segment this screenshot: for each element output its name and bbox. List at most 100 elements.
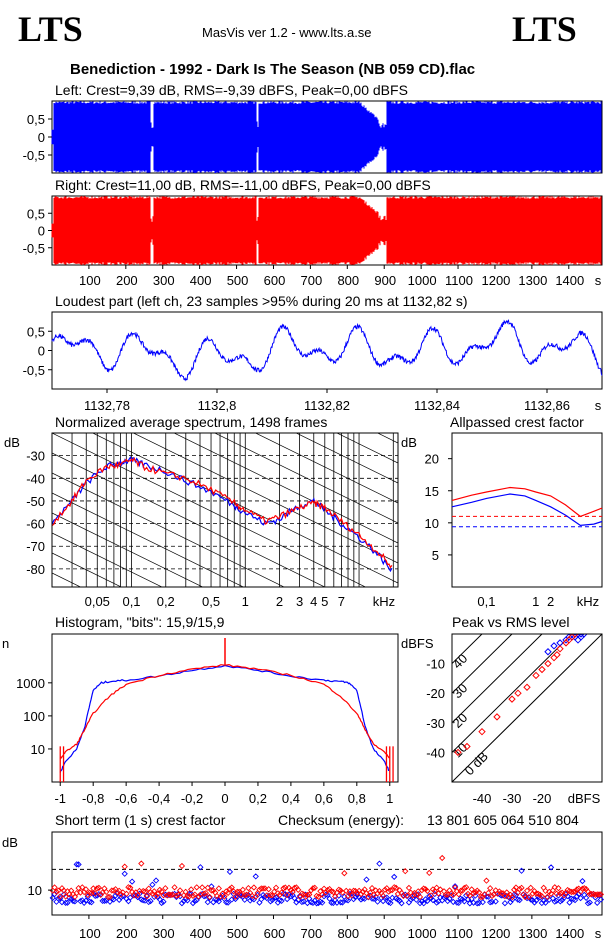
spectrum-slope-line bbox=[295, 433, 398, 484]
peak-vs-rms-point-right bbox=[544, 659, 552, 668]
short-term-crest-points-left bbox=[49, 860, 605, 907]
spectrum-slope-line bbox=[52, 472, 285, 587]
histogram-ytick-label: 10 bbox=[31, 742, 45, 757]
spectrum-slope-line bbox=[52, 433, 367, 587]
short-term-crest-xtick-label: 1400 bbox=[555, 926, 584, 941]
allpassed-crest-ytick-label: 20 bbox=[425, 452, 439, 467]
peak-vs-rms-crest-line bbox=[452, 634, 513, 694]
right-waveform-title: Right: Crest=11,00 dB, RMS=-11,00 dBFS, … bbox=[55, 177, 431, 193]
loudest-part-title: Loudest part (left ch, 23 samples >95% d… bbox=[55, 293, 468, 309]
checksum-label: Checksum (energy): bbox=[278, 812, 405, 828]
histogram-xtick-label: 0,8 bbox=[348, 791, 366, 806]
histogram-xtick-label: 0,6 bbox=[315, 791, 333, 806]
histogram-xtick-label: 0,2 bbox=[249, 791, 267, 806]
short-term-crest-frame bbox=[51, 831, 603, 916]
loudest-part-xunit-label: s bbox=[595, 398, 602, 413]
peak-vs-rms-xlabel: dBFS bbox=[568, 791, 601, 806]
right-waveform-xtick-label: 1100 bbox=[445, 273, 473, 288]
right-waveform-xtick-label: 1400 bbox=[555, 273, 584, 288]
peak-vs-rms-point-right bbox=[514, 689, 522, 697]
allpassed-crest-title: Allpassed crest factor bbox=[450, 414, 584, 430]
spectrum-xtick-label: 3 bbox=[296, 594, 303, 609]
left-waveform-title: Left: Crest=9,39 dB, RMS=-9,39 dBFS, Pea… bbox=[55, 82, 408, 98]
allpassed-crest-series-left bbox=[451, 493, 603, 527]
spectrum-ytick-label: -40 bbox=[26, 471, 45, 486]
peak-vs-rms-xtick-label: -20 bbox=[533, 791, 552, 806]
spectrum-xunit-label: kHz bbox=[373, 594, 395, 609]
peak-vs-rms-point-right bbox=[556, 645, 564, 653]
right-waveform-signal bbox=[51, 196, 602, 265]
spectrum-slope-line bbox=[52, 492, 245, 587]
spectrum-slope-line bbox=[254, 433, 398, 504]
allpassed-crest-ytick-label: 15 bbox=[425, 484, 439, 499]
spectrum-slope-line bbox=[91, 433, 398, 584]
short-term-crest-xtick-label: 800 bbox=[337, 926, 359, 941]
spectrum-slope-line bbox=[376, 433, 398, 444]
peak-vs-rms-point-left bbox=[574, 636, 582, 644]
right-waveform-ytick-label: 0 bbox=[38, 224, 45, 239]
right-waveform-xtick-label: 600 bbox=[264, 273, 286, 288]
allpassed-crest-xtick-label: 0,1 bbox=[477, 594, 495, 609]
histogram-xtick-label: 0,4 bbox=[282, 791, 300, 806]
spectrum-slope-line bbox=[173, 433, 398, 544]
allpassed-crest-frame bbox=[451, 432, 603, 588]
right-waveform-xtick-label: 400 bbox=[190, 273, 212, 288]
histogram-xtick-label: -0,8 bbox=[82, 791, 104, 806]
peak-vs-rms-crest-line bbox=[452, 634, 602, 782]
short-term-crest-xtick-label: 200 bbox=[116, 926, 138, 941]
histogram-xtick-label: -1 bbox=[54, 791, 66, 806]
left-waveform-ytick-label: -0,5 bbox=[23, 148, 45, 163]
right-waveform-xtick-label: 100 bbox=[79, 273, 101, 288]
peak-vs-rms-point-left bbox=[565, 634, 573, 641]
right-waveform-xtick-label: 1000 bbox=[408, 273, 437, 288]
spectrum-ytick-label: -80 bbox=[26, 562, 45, 577]
spectrum-ytick-label: -30 bbox=[26, 449, 45, 464]
loudest-part-xtick-label: 1132,8 bbox=[198, 398, 237, 413]
spectrum-slope-line bbox=[132, 433, 398, 564]
short-term-crest-xtick-label: 600 bbox=[264, 926, 286, 941]
spectrum-xtick-label: 0,2 bbox=[157, 594, 175, 609]
loudest-part-xtick-label: 1132,86 bbox=[524, 398, 570, 413]
spectrum-slope-line bbox=[214, 433, 398, 524]
histogram-xtick-label: 1 bbox=[386, 791, 393, 806]
peak-vs-rms-point-left bbox=[580, 634, 588, 638]
spectrum-slope-line bbox=[52, 532, 163, 587]
left-waveform-ytick-label: 0 bbox=[38, 130, 45, 145]
peak-vs-rms-point-left bbox=[556, 639, 564, 647]
right-waveform-xtick-label: 800 bbox=[337, 273, 359, 288]
peak-vs-rms-ytick-label: -30 bbox=[426, 716, 445, 731]
peak-vs-rms-xtick-label: -40 bbox=[473, 791, 492, 806]
spectrum-slope-line bbox=[52, 452, 326, 587]
spectrum-plot bbox=[52, 433, 398, 587]
spectrum-ytick-label: -50 bbox=[26, 494, 45, 509]
file-title: Benediction - 1992 - Dark Is The Season … bbox=[70, 61, 476, 78]
short-term-crest-title: Short term (1 s) crest factor bbox=[55, 812, 226, 828]
peak-vs-rms-point-right bbox=[493, 713, 501, 721]
spectrum-xtick-label: 0,5 bbox=[202, 594, 220, 609]
peak-vs-rms-crest-line bbox=[452, 634, 543, 724]
short-term-crest-xtick-label: 1000 bbox=[408, 926, 437, 941]
spectrum-frame bbox=[51, 432, 399, 588]
short-term-crest-xtick-label: 100 bbox=[79, 926, 101, 941]
spectrum-xtick-label: 4 bbox=[310, 594, 317, 609]
peak-vs-rms-crest-label: 20 bbox=[450, 710, 471, 731]
peak-vs-rms-crest-label: 30 bbox=[450, 680, 471, 701]
histogram-xtick-label: -0,6 bbox=[115, 791, 137, 806]
app-name: MasVis ver 1.2 - www.lts.a.se bbox=[202, 25, 372, 40]
loudest-part-frame bbox=[51, 311, 603, 390]
histogram-ytick-label: 100 bbox=[23, 709, 45, 724]
histogram-xtick-label: 0 bbox=[221, 791, 228, 806]
peak-vs-rms-ytick-label: -40 bbox=[426, 745, 445, 760]
histogram-series-left bbox=[59, 664, 390, 773]
allpassed-crest-ylabel: dB bbox=[401, 435, 417, 450]
right-waveform-xtick-label: 900 bbox=[374, 273, 396, 288]
histogram-ylabel: n bbox=[2, 636, 9, 651]
peak-vs-rms-ytick-label: -10 bbox=[426, 657, 445, 672]
spectrum-ytick-label: -60 bbox=[26, 517, 45, 532]
left-waveform-ytick-label: 0,5 bbox=[27, 112, 45, 127]
peak-vs-rms-crest-line bbox=[452, 634, 573, 754]
peak-vs-rms-xtick-label: -30 bbox=[503, 791, 522, 806]
histogram-ytick-label: 1000 bbox=[16, 676, 45, 691]
